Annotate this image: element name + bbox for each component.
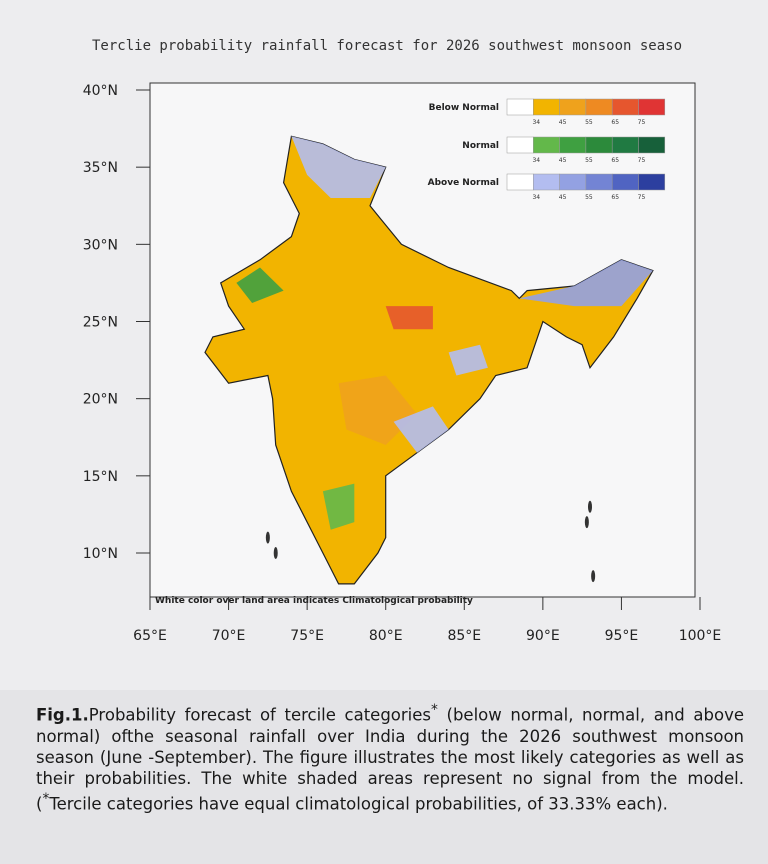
legend-label: Below Normal [429, 103, 499, 113]
legend-tick-label: 65 [611, 119, 619, 126]
lon-tick-label: 65°E [133, 628, 167, 644]
forecast-patch [519, 259, 653, 307]
legend-tick-label: 55 [585, 157, 593, 164]
legend-swatch [506, 98, 534, 116]
legend-swatch [533, 136, 560, 154]
forecast-patch [322, 483, 355, 530]
legend-tick-label: 55 [585, 194, 593, 201]
forecast-patch [393, 406, 449, 453]
legend-swatch [638, 173, 666, 191]
forecast-patch [338, 375, 418, 445]
forecast-patch [385, 306, 433, 330]
caption-label: Fig.1. [36, 705, 89, 725]
legend-swatch [559, 173, 587, 191]
legend-label: Above Normal [428, 178, 499, 188]
legend-swatch [611, 98, 639, 116]
caption: Fig.1.Probability forecast of tercile ca… [36, 700, 744, 814]
legend-swatch [638, 98, 666, 116]
legend-swatch [506, 173, 534, 191]
lon-tick-label: 95°E [605, 628, 639, 644]
legend-tick-label: 45 [559, 119, 567, 126]
legend-tick-label: 65 [611, 194, 619, 201]
legend-tick-label: 45 [559, 194, 567, 201]
forecast-patch [291, 136, 386, 198]
legend-tick-label: 55 [585, 119, 593, 126]
lon-tick-label: 100°E [679, 628, 722, 644]
figure: Terclie probability rainfall forecast fo… [82, 38, 722, 644]
legend-swatch [533, 173, 560, 191]
legend-label: Normal [462, 141, 499, 151]
legend-tick-label: 75 [638, 194, 646, 201]
caption-text: (below normal, normal, and above normal)… [36, 705, 744, 814]
lon-tick-label: 75°E [290, 628, 324, 644]
legend-tick-label: 34 [532, 194, 540, 201]
legend-tick-label: 75 [638, 157, 646, 164]
legend-tick-label: 34 [532, 157, 540, 164]
forecast-patch [236, 267, 284, 303]
island [265, 531, 270, 544]
lon-tick-label: 80°E [369, 628, 403, 644]
lat-tick-label: 25°N [83, 315, 118, 331]
lat-tick-label: 20°N [83, 392, 118, 408]
lat-tick-label: 35°N [83, 160, 118, 176]
legend-tick-label: 75 [638, 119, 646, 126]
island [273, 547, 278, 559]
legend-swatch [611, 136, 639, 154]
forecast-patch [448, 344, 488, 376]
figure-title: Terclie probability rainfall forecast fo… [92, 38, 682, 54]
legend-tick-label: 45 [559, 157, 567, 164]
legend-swatch [611, 173, 639, 191]
lat-tick-label: 15°N [83, 469, 118, 485]
legend-swatch [559, 98, 587, 116]
island [584, 516, 589, 529]
lon-tick-label: 70°E [212, 628, 246, 644]
lat-tick-label: 30°N [83, 237, 118, 253]
island [591, 570, 596, 583]
legend-swatch [506, 136, 534, 154]
caption-footnote-mark: * [431, 702, 438, 718]
legend-swatch [638, 136, 666, 154]
map [204, 135, 654, 585]
legend-tick-label: 65 [611, 157, 619, 164]
lat-tick-label: 10°N [83, 546, 118, 562]
lat-tick-label: 40°N [83, 83, 118, 99]
lon-tick-label: 85°E [447, 628, 481, 644]
legend-swatch [585, 98, 613, 116]
legend-swatch [585, 173, 613, 191]
legend-swatch [533, 98, 560, 116]
caption-footnote-mark: * [42, 790, 50, 807]
legend-swatch [585, 136, 613, 154]
legend-swatch [559, 136, 587, 154]
map-note: White color over land area indicates Cli… [155, 596, 473, 606]
island [588, 500, 592, 513]
lon-tick-label: 90°E [526, 628, 560, 644]
caption-text: Tercile categories have equal climatolog… [49, 794, 668, 813]
caption-text: Probability forecast of tercile categori… [88, 705, 432, 725]
legend-tick-label: 34 [532, 119, 540, 126]
